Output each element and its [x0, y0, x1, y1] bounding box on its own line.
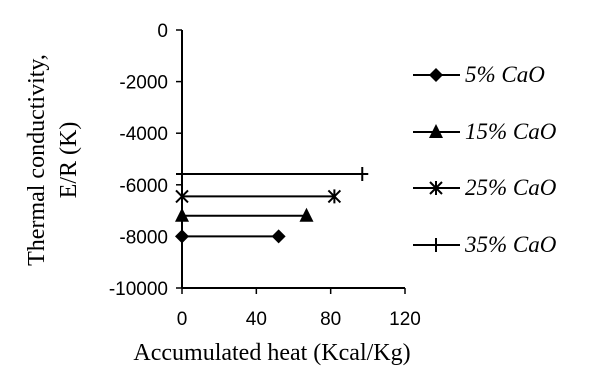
legend-entry: 5% CaO — [413, 62, 545, 87]
data-point-triangle — [175, 207, 189, 222]
y-tick-labels: 0 -2000 -4000 -6000 -8000 -10000 — [109, 21, 182, 300]
series-triangle — [175, 207, 314, 222]
x-tick-label: 0 — [177, 309, 188, 330]
y-axis-title: Thermal conductivity, E/R (K) — [24, 54, 82, 266]
data-point-diamond — [271, 229, 286, 244]
legend-entry: 25% CaO — [413, 175, 557, 200]
legend-entry: 15% CaO — [413, 119, 557, 144]
legend-label: 15% CaO — [465, 119, 557, 144]
axes — [181, 30, 405, 289]
data-point-triangle — [299, 207, 314, 222]
y-axis-title-line2: E/R (K) — [56, 122, 82, 199]
legend-label: 25% CaO — [465, 175, 557, 200]
data-point-star — [327, 189, 342, 204]
series-layer — [175, 166, 369, 244]
y-tick-label: 0 — [157, 21, 168, 42]
legend: 5% CaO 15% CaO 25% CaO 35% CaO — [413, 62, 557, 257]
series-plus — [176, 166, 369, 181]
x-tick-labels: 0 40 80 120 — [177, 288, 421, 330]
data-point-plus — [356, 166, 369, 181]
x-tick-label: 40 — [246, 309, 267, 330]
diamond-icon — [429, 68, 443, 82]
y-tick-label: -10000 — [109, 279, 168, 300]
legend-label: 35% CaO — [464, 232, 557, 257]
y-tick-label: -8000 — [119, 227, 168, 248]
legend-label: 5% CaO — [465, 62, 545, 87]
series-diamond — [175, 229, 286, 244]
series-star — [175, 189, 342, 204]
y-tick-label: -2000 — [119, 73, 168, 94]
legend-entry: 35% CaO — [413, 232, 557, 257]
y-tick-label: -4000 — [119, 124, 168, 145]
y-axis-title-line1: Thermal conductivity, — [24, 54, 50, 266]
y-tick-label: -6000 — [119, 176, 168, 197]
data-point-diamond — [175, 229, 189, 244]
triangle-icon — [429, 124, 443, 138]
data-point-plus — [176, 166, 188, 181]
star-icon — [429, 181, 443, 195]
x-tick-label: 80 — [320, 309, 341, 330]
x-tick-label: 120 — [389, 309, 421, 330]
data-point-star — [175, 189, 189, 204]
plus-icon — [430, 238, 442, 252]
x-axis-title: Accumulated heat (Kcal/Kg) — [133, 340, 410, 366]
